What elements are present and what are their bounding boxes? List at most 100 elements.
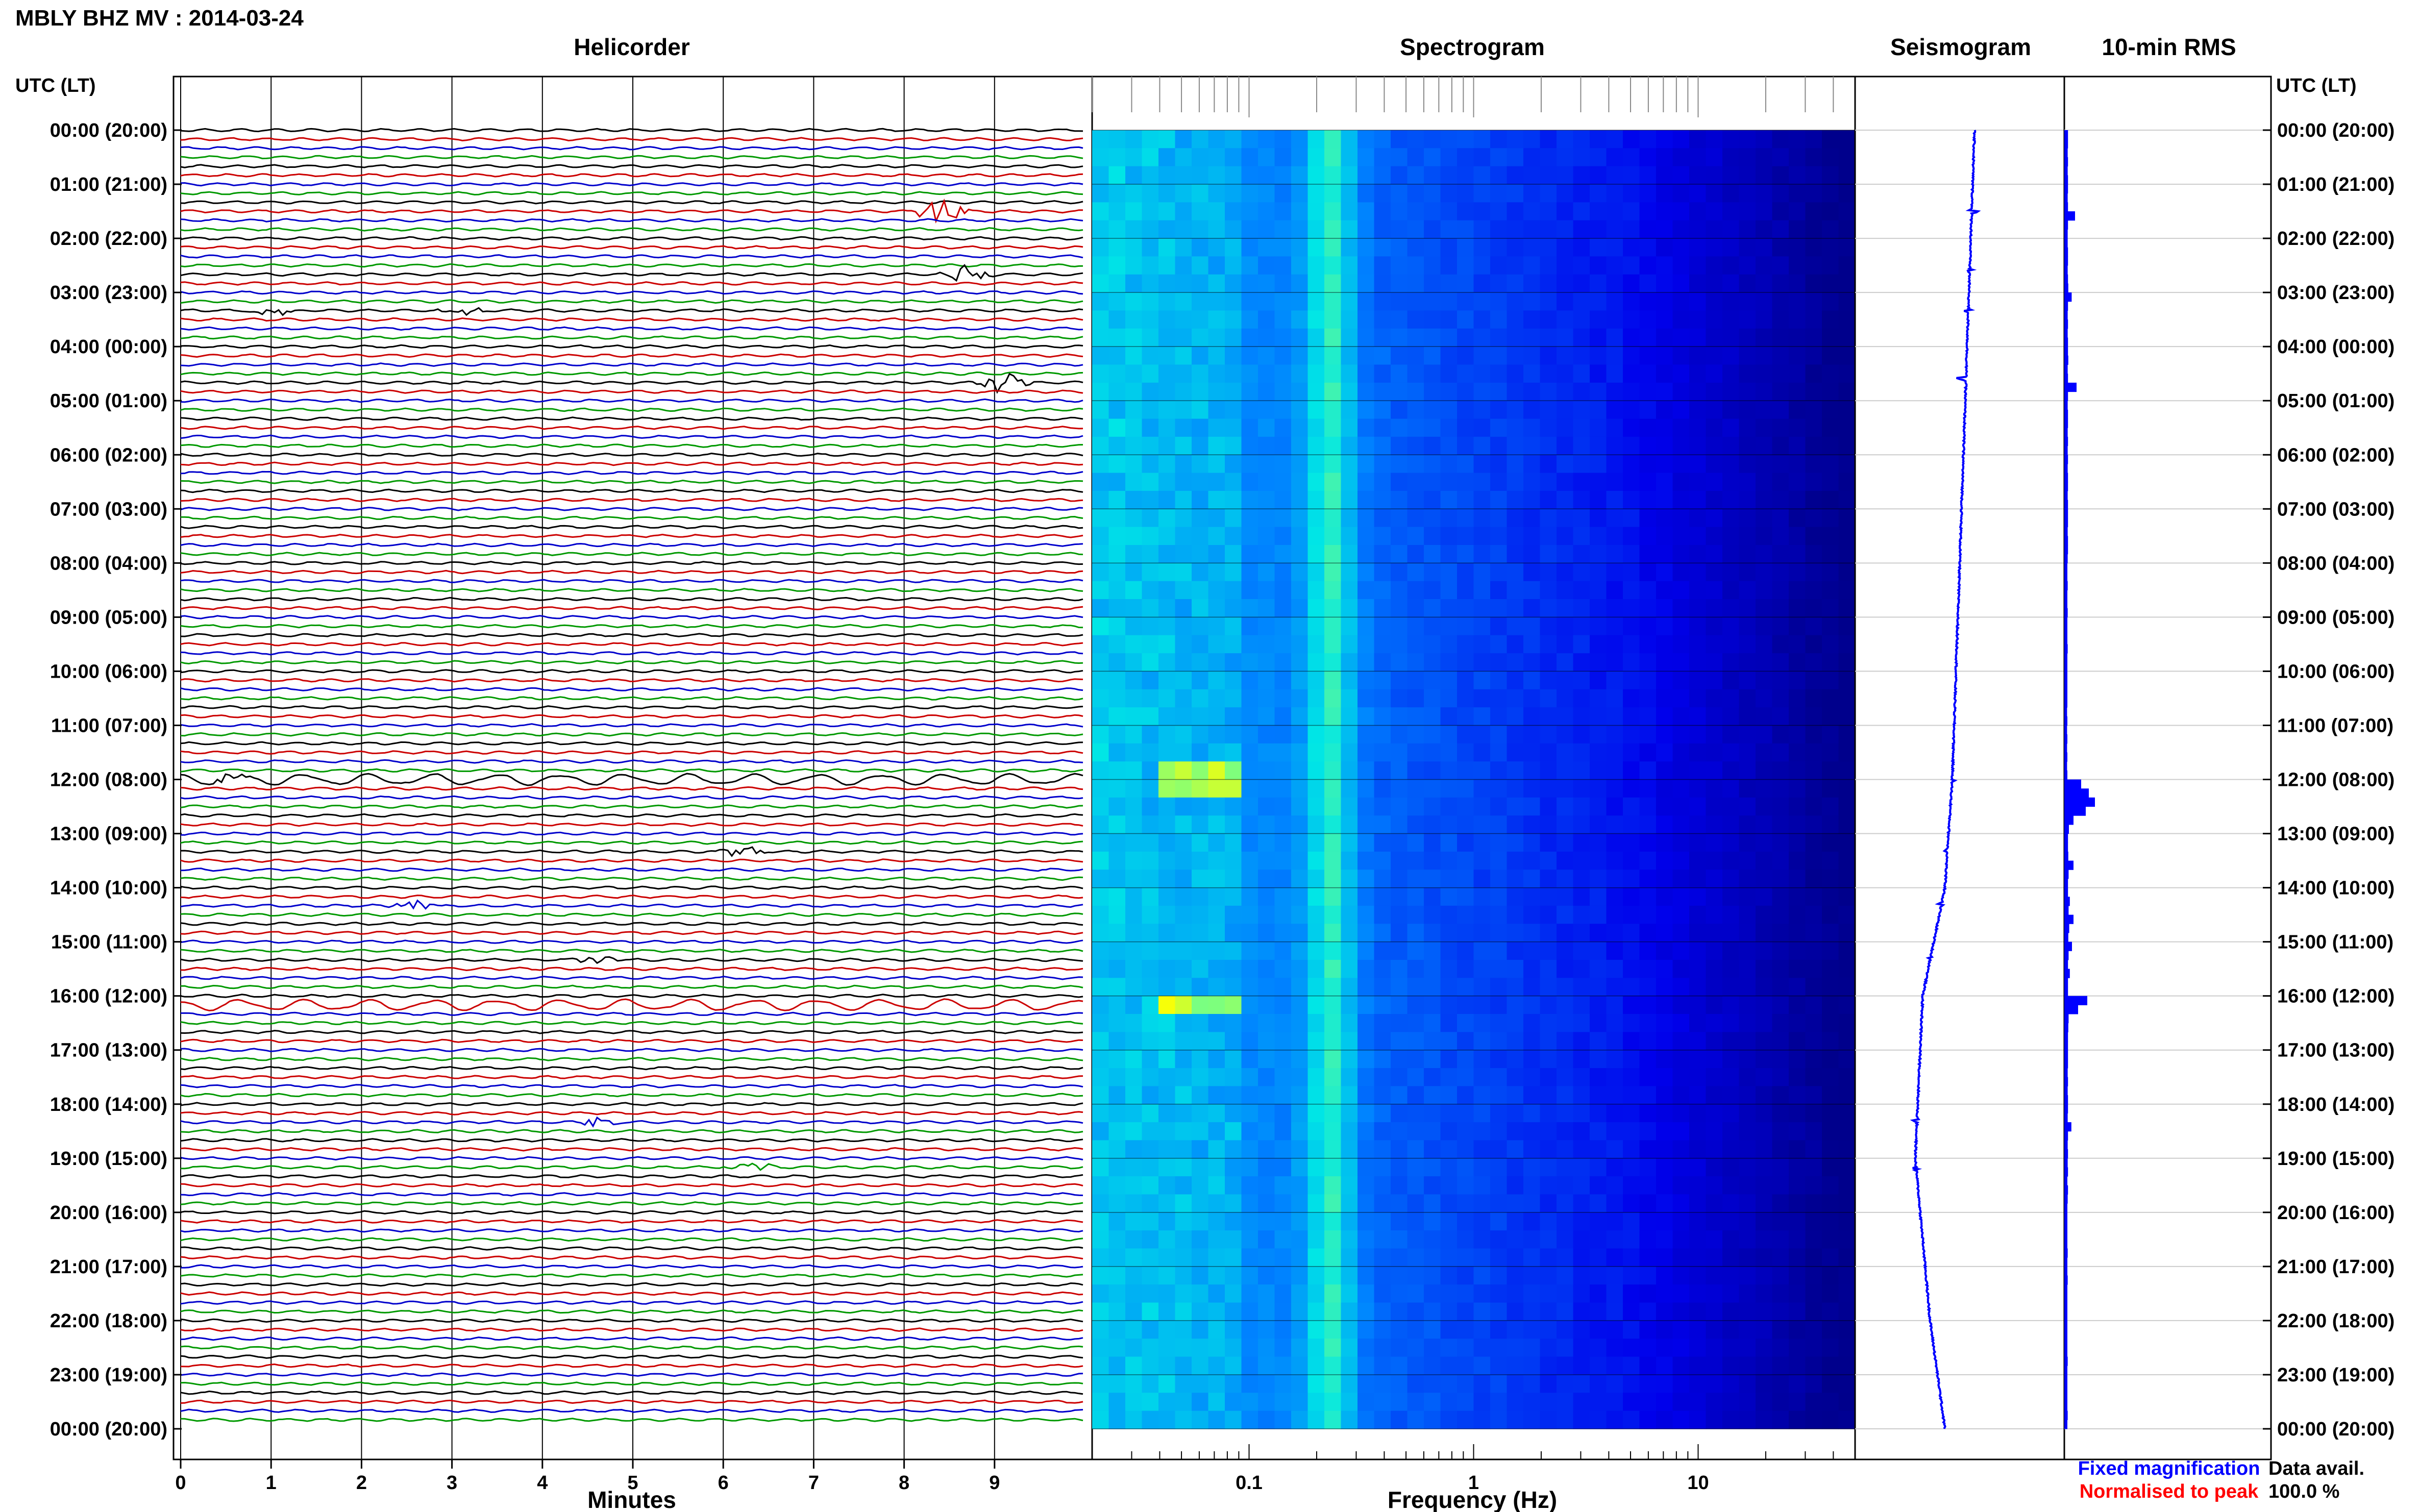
spectrogram-cell [1192, 1248, 1209, 1267]
spectrogram-cell [1341, 1176, 1358, 1195]
spectrogram-cell [1374, 905, 1391, 924]
spectrogram-cell [1573, 978, 1590, 997]
spectrogram-cell [1374, 1050, 1391, 1069]
spectrogram-cell [1440, 1176, 1458, 1195]
spectrogram-cell [1258, 924, 1275, 943]
spectrogram-cell [1573, 310, 1590, 329]
spectrogram-cell [1573, 1140, 1590, 1159]
spectrogram-cell [1424, 473, 1441, 491]
spectrogram-cell [1689, 148, 1707, 167]
helicorder-trace [180, 846, 1083, 857]
spectrogram-cell [1391, 1014, 1408, 1032]
spectrogram-cell [1175, 148, 1192, 167]
spectrogram-cell [1473, 797, 1491, 816]
spectrogram-cell [1473, 401, 1491, 419]
spectrogram-cell [1689, 870, 1707, 888]
spectrogram-cell [1573, 473, 1590, 491]
helicorder-trace [180, 561, 1083, 565]
spectrogram-cell [1341, 166, 1358, 185]
spectrogram-cell [1208, 310, 1225, 329]
spectrogram-cell [1606, 1375, 1623, 1393]
spectrogram-cell [1440, 924, 1458, 943]
helicorder-trace [180, 1183, 1083, 1188]
spectrogram-cell [1540, 1050, 1557, 1069]
spectrogram-cell [1672, 1176, 1690, 1195]
helicorder-trace [180, 452, 1083, 457]
spectrogram-cell [1225, 581, 1242, 600]
spectrogram-cell [1523, 797, 1541, 816]
spectrogram-cell [1324, 960, 1342, 978]
spectrogram-cell [1391, 1266, 1408, 1285]
spectrogram-cell [1473, 1212, 1491, 1231]
rms-bar [2064, 229, 2068, 239]
spectrogram-cell [1108, 148, 1126, 167]
spectrogram-cell [1590, 148, 1607, 167]
spectrogram-cell [1108, 635, 1126, 654]
spectrogram-cell [1291, 743, 1309, 762]
spectrogram-cell [1407, 1086, 1424, 1105]
spectrogram-cell [1225, 996, 1242, 1014]
spectrogram-cell [1557, 1284, 1574, 1303]
spectrogram-cell [1623, 1230, 1640, 1249]
spectrogram-cell [1192, 996, 1209, 1014]
spectrogram-cell [1739, 1176, 1756, 1195]
spectrogram-cell [1324, 292, 1342, 311]
spectrogram-cell [1208, 130, 1225, 148]
spectrogram-cell [1838, 941, 1856, 960]
spectrogram-cell [1772, 1158, 1789, 1177]
spectrogram-cell [1490, 851, 1508, 870]
spectrogram-cell [1407, 1122, 1424, 1141]
spectrogram-cell [1341, 833, 1358, 852]
spectrogram-cell [1374, 148, 1391, 167]
spectrogram-cell [1291, 202, 1309, 221]
spectrogram-cell [1473, 166, 1491, 185]
spectrogram-cell [1706, 1140, 1723, 1159]
spectrogram-cell [1440, 1248, 1458, 1267]
spectrogram-cell [1623, 924, 1640, 943]
spectrogram-cell [1838, 1339, 1856, 1357]
spectrogram-cell [1672, 401, 1690, 419]
spectrogram-cell [1739, 599, 1756, 617]
spectrogram-cell [1739, 1356, 1756, 1375]
spectrogram-cell [1108, 436, 1126, 455]
spectrogram-cell [1192, 1158, 1209, 1177]
spectrogram-cell [1291, 707, 1309, 726]
rms-bar [2064, 1158, 2068, 1168]
spectrogram-cell [1722, 1284, 1740, 1303]
spectrogram-cell [1440, 310, 1458, 329]
spectrogram-cell [1457, 851, 1474, 870]
spectrogram-cell [1424, 743, 1441, 762]
spectrogram-cell [1772, 1104, 1789, 1123]
spectrogram-cell [1822, 779, 1839, 798]
spectrogram-cell [1573, 364, 1590, 383]
spectrogram-cell [1789, 870, 1806, 888]
spectrogram-cell [1440, 797, 1458, 816]
spectrogram-cell [1473, 996, 1491, 1014]
spectrogram-cell [1391, 1050, 1408, 1069]
spectrogram-cell [1672, 256, 1690, 275]
spectrogram-cell [1457, 202, 1474, 221]
spectrogram-cell [1142, 707, 1159, 726]
spectrogram-cell [1274, 1122, 1292, 1141]
spectrogram-cell [1291, 1230, 1309, 1249]
spectrogram-cell [1722, 292, 1740, 311]
helicorder-trace [180, 1300, 1083, 1305]
left-time-tick-label: 14:00 (10:00) [50, 878, 167, 899]
helicorder-trace [180, 155, 1083, 160]
spectrogram-cell [1274, 978, 1292, 997]
spectrogram-cell [1789, 671, 1806, 690]
spectrogram-cell [1175, 707, 1192, 726]
spectrogram-cell [1175, 978, 1192, 997]
spectrogram-cell [1307, 833, 1325, 852]
spectrogram-cell [1175, 1176, 1192, 1195]
spectrogram-cell [1158, 960, 1176, 978]
spectrogram-cell [1656, 256, 1673, 275]
spectrogram-cell [1656, 1266, 1673, 1285]
spectrogram-cell [1125, 1014, 1143, 1032]
spectrogram-cell [1225, 1104, 1242, 1123]
spectrogram-cell [1473, 130, 1491, 148]
spectrogram-cell [1639, 924, 1657, 943]
spectrogram-cell [1656, 202, 1673, 221]
spectrogram-cell [1357, 545, 1375, 563]
spectrogram-cell [1557, 1176, 1574, 1195]
